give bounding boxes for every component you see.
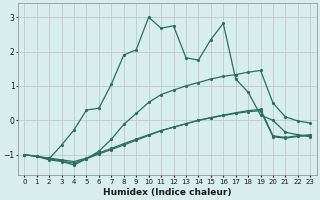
X-axis label: Humidex (Indice chaleur): Humidex (Indice chaleur)	[103, 188, 232, 197]
